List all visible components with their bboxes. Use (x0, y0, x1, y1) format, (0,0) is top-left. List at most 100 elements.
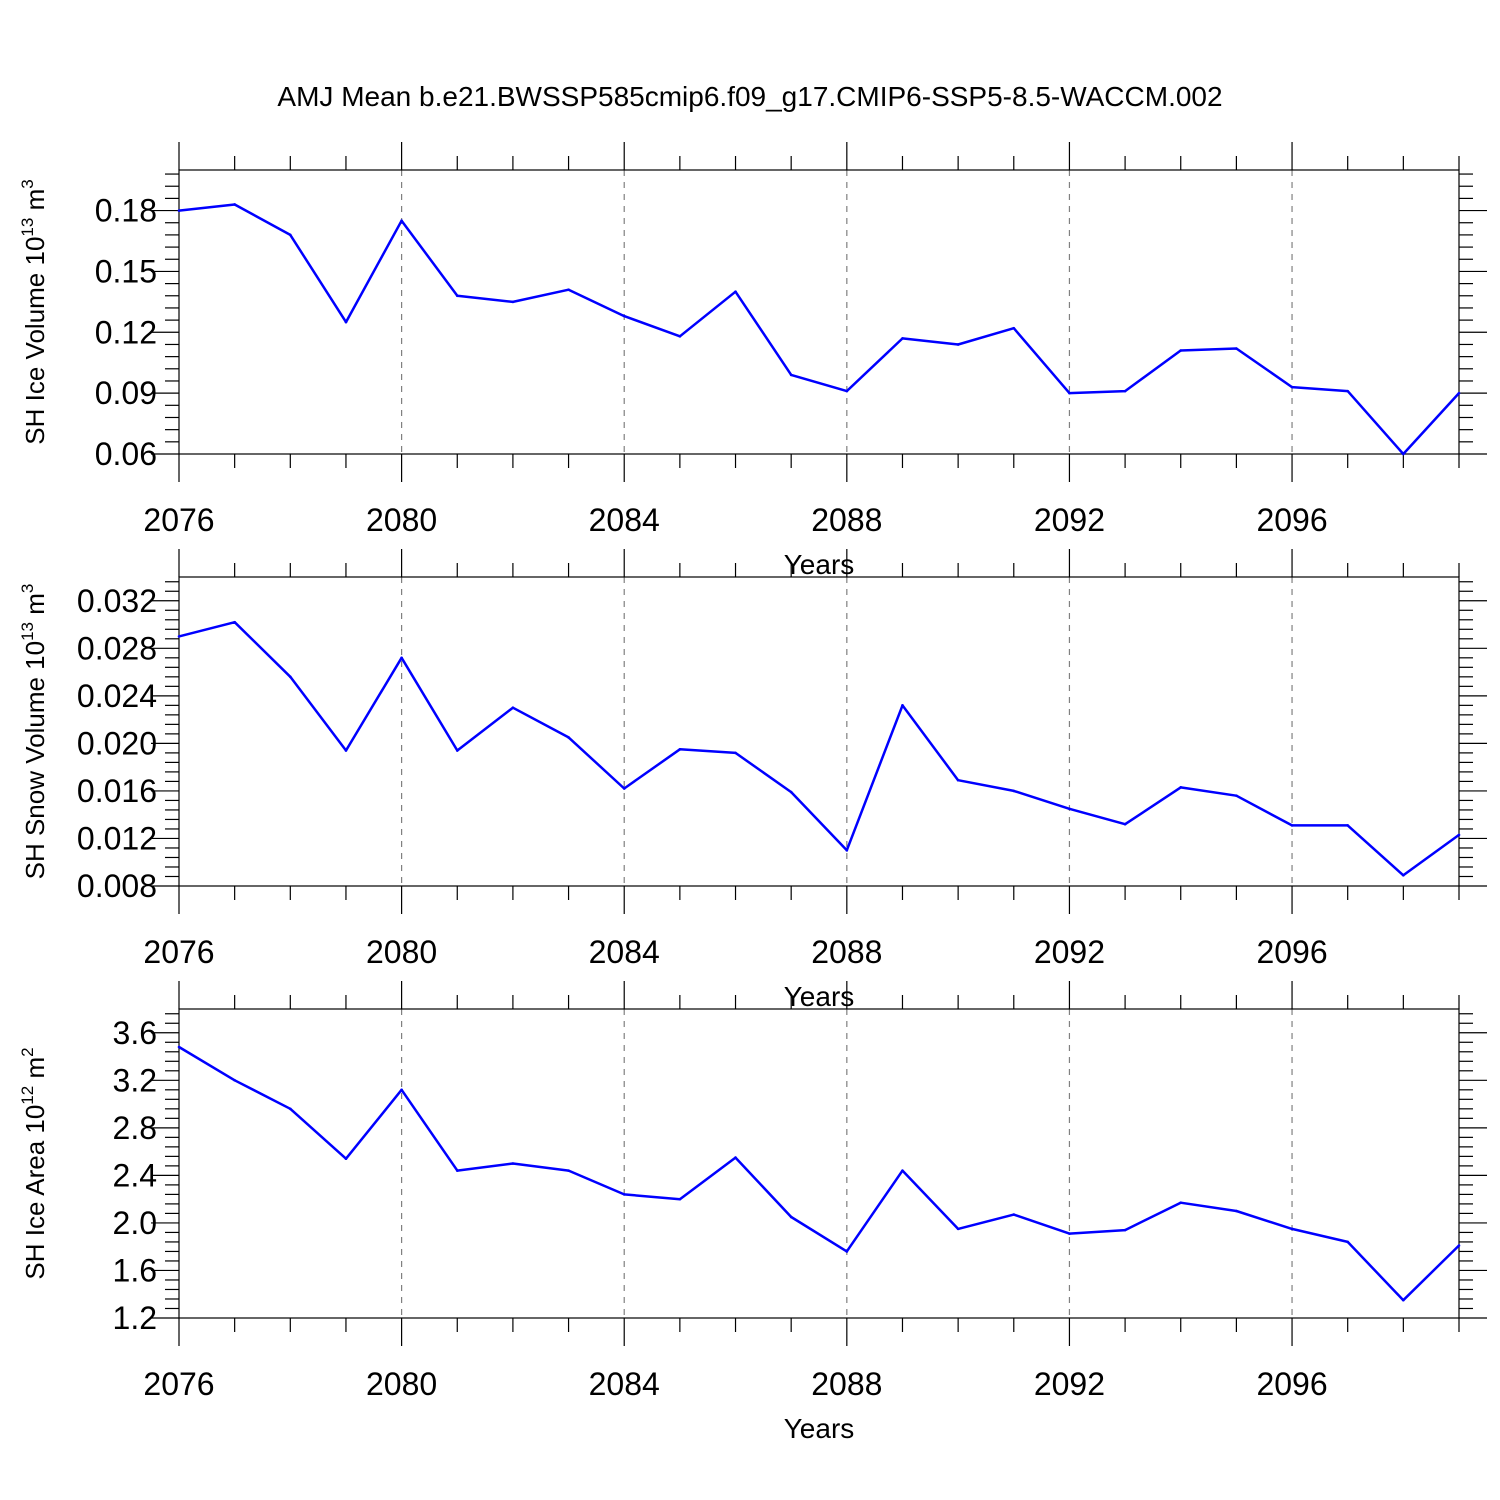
x-tick-label: 2096 (1256, 502, 1327, 538)
data-point (901, 704, 904, 707)
y-axis-title-part: m (20, 189, 50, 218)
y-axis-title-superscript: 2 (18, 1047, 37, 1056)
y-axis-title-part: m (20, 593, 50, 622)
y-tick-label: 0.016 (77, 773, 157, 809)
data-point (567, 288, 570, 291)
data-point (734, 1156, 737, 1159)
y-tick-label: 0.024 (77, 678, 157, 714)
y-axis-title: SH Ice Volume 1013 m3 (18, 179, 50, 444)
data-point (1290, 385, 1294, 389)
data-point (1457, 1244, 1461, 1247)
y-tick-label: 0.032 (77, 583, 157, 619)
y-axis-title-superscript: 3 (18, 179, 37, 188)
data-point (1346, 824, 1349, 827)
series-line (178, 203, 1460, 456)
data-point (1457, 391, 1461, 395)
x-tick-label: 2092 (1034, 502, 1105, 538)
data-point (177, 1045, 181, 1049)
data-point (956, 1227, 960, 1231)
y-tick-label: 2.4 (113, 1157, 157, 1193)
panels: 2076 2080 2084 2088 2092 2096 0.06 0.09 0.12 0.15… (18, 142, 1487, 1444)
data-point (845, 389, 849, 393)
y-axis-title: SH Ice Area 1012 m2 (18, 1047, 50, 1279)
data-point (1235, 347, 1238, 350)
x-tick-label: 2088 (811, 502, 882, 538)
x-axis-title: Years (784, 981, 855, 1012)
data-point (678, 335, 682, 338)
y-tick-label: 3.2 (113, 1062, 157, 1098)
data-point (1290, 824, 1294, 827)
x-tick-label: 2092 (1034, 934, 1105, 970)
y-axis-title-part: SH Snow Volume 10 (20, 641, 50, 879)
data-point (789, 790, 793, 794)
data-point (567, 736, 570, 739)
x-tick-label: 2080 (366, 1366, 437, 1402)
data-point (1179, 786, 1183, 789)
data-point (511, 706, 515, 710)
x-tick-label: 2084 (589, 1366, 660, 1402)
y-axis-title-part: SH Ice Volume 10 (20, 237, 50, 445)
y-tick-label: 2.8 (113, 1110, 157, 1146)
data-point (400, 1088, 403, 1092)
data-point (1179, 1201, 1183, 1205)
data-point (344, 749, 348, 752)
x-tick-label: 2080 (366, 502, 437, 538)
data-point (1346, 1240, 1349, 1244)
data-point (622, 787, 626, 790)
data-point (622, 314, 626, 318)
data-point (789, 1215, 793, 1219)
data-point (1012, 789, 1016, 793)
x-tick-label: 2088 (811, 934, 882, 970)
data-point (177, 209, 181, 212)
data-point (455, 294, 459, 298)
chart-panel-3: 2076 2080 2084 2088 2092 2096 1.2 1.6 2.0 2.4 2.8 3… (18, 981, 1487, 1444)
data-point (289, 233, 292, 237)
series-line (178, 1045, 1460, 1302)
y-tick-label: 2.0 (113, 1205, 157, 1241)
data-point (1123, 822, 1127, 826)
data-point (1402, 452, 1405, 456)
data-point (1402, 874, 1405, 877)
data-point (734, 751, 737, 755)
data-point (1012, 1213, 1016, 1216)
data-point (1457, 833, 1461, 837)
data-point (289, 1107, 292, 1111)
data-point (1235, 1209, 1238, 1213)
x-tick-label: 2076 (143, 1366, 214, 1402)
data-point (845, 1250, 849, 1253)
x-tick-label: 2092 (1034, 1366, 1105, 1402)
data-point (1402, 1298, 1405, 1302)
y-tick-label: 3.6 (113, 1015, 157, 1051)
data-point (567, 1169, 570, 1172)
data-point (734, 290, 737, 294)
data-point (845, 849, 849, 852)
data-point (1346, 389, 1349, 393)
chart-panel-1: 2076 2080 2084 2088 2092 2096 0.06 0.09 0.12 0.15… (18, 142, 1487, 580)
y-axis-title-superscript: 3 (18, 584, 37, 593)
data-point (344, 1157, 348, 1161)
data-point (233, 620, 236, 624)
data-point (455, 749, 459, 752)
figure-title: AMJ Mean b.e21.BWSSP585cmip6.f09_g17.CMI… (277, 81, 1222, 112)
data-point (455, 1169, 459, 1172)
y-axis-title-part: SH Ice Area 10 (20, 1105, 50, 1280)
y-tick-label: 0.15 (95, 253, 157, 289)
plot-frame (178, 169, 1460, 455)
x-tick-label: 2096 (1256, 1366, 1327, 1402)
y-tick-label: 0.028 (77, 630, 157, 666)
y-tick-label: 0.18 (95, 193, 157, 229)
data-point (400, 219, 403, 223)
data-point (678, 1197, 682, 1201)
x-tick-label: 2084 (589, 934, 660, 970)
data-point (289, 675, 292, 679)
data-point (177, 635, 181, 638)
data-point (511, 1162, 515, 1165)
x-axis-title: Years (784, 549, 855, 580)
y-axis-title: SH Snow Volume 1013 m3 (18, 584, 50, 880)
data-point (1012, 326, 1016, 330)
x-tick-label: 2080 (366, 934, 437, 970)
x-tick-label: 2076 (143, 502, 214, 538)
y-tick-label: 1.6 (113, 1252, 157, 1288)
y-axis-title-superscript: 13 (18, 218, 37, 237)
